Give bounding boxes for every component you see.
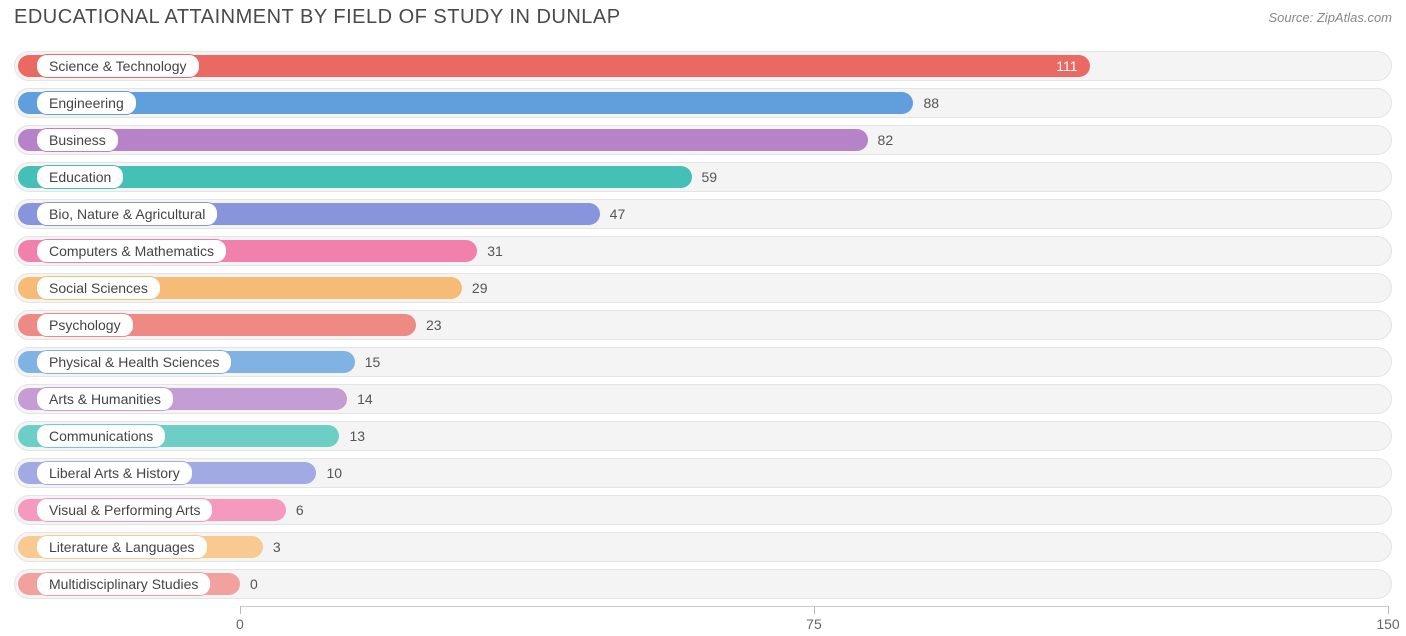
bar-row: Literature & Languages 3 [14,532,1392,562]
chart-area: Science & Technology 111 Engineering 88 Busi… [0,31,1406,636]
bar-row: Science & Technology 111 [14,51,1392,81]
bar-row: Social Sciences 29 [14,273,1392,303]
bar-label: Psychology [36,313,134,337]
bar-value: 111 [1056,58,1077,74]
x-axis: 075150 [14,606,1392,636]
bar-value: 13 [349,428,365,444]
bar-value: 14 [357,391,373,407]
bar-label: Computers & Mathematics [36,239,227,263]
chart-source: Source: ZipAtlas.com [1268,6,1392,25]
bar-label: Communications [36,424,166,448]
bar-value: 82 [878,132,894,148]
bar-value: 0 [250,576,258,592]
axis-tick-label: 0 [236,616,244,632]
bar-value: 88 [923,95,939,111]
bar-label: Visual & Performing Arts [36,498,213,522]
bar [18,92,913,114]
bar-label: Business [36,128,119,152]
axis-tick [1388,606,1389,614]
bar-value: 10 [326,465,342,481]
bar-row: Business 82 [14,125,1392,155]
axis-tick-label: 75 [806,616,822,632]
bar-row: Computers & Mathematics 31 [14,236,1392,266]
bar-label: Engineering [36,91,137,115]
bar [18,129,868,151]
bar-row: Liberal Arts & History 10 [14,458,1392,488]
bar-row: Education 59 [14,162,1392,192]
bar-label: Bio, Nature & Agricultural [36,202,218,226]
chart-title: EDUCATIONAL ATTAINMENT BY FIELD OF STUDY… [14,6,621,29]
chart-plot: Science & Technology 111 Engineering 88 Busi… [14,51,1392,599]
bar-label: Literature & Languages [36,535,208,559]
axis-tick [240,606,241,614]
bar-row: Communications 13 [14,421,1392,451]
bar-value: 23 [426,317,442,333]
bar-value: 3 [273,539,281,555]
chart-header: EDUCATIONAL ATTAINMENT BY FIELD OF STUDY… [0,0,1406,31]
bar-label: Social Sciences [36,276,161,300]
bar-label: Arts & Humanities [36,387,174,411]
bar-value: 15 [365,354,381,370]
bar-label: Science & Technology [36,54,200,78]
bar-row: Multidisciplinary Studies 0 [14,569,1392,599]
bar-value: 6 [296,502,304,518]
bar-value: 29 [472,280,488,296]
bar-row: Visual & Performing Arts 6 [14,495,1392,525]
bar-row: Bio, Nature & Agricultural 47 [14,199,1392,229]
axis-tick-label: 150 [1376,616,1399,632]
bar-row: Physical & Health Sciences 15 [14,347,1392,377]
bar-row: Engineering 88 [14,88,1392,118]
bar-value: 59 [702,169,718,185]
bar-value: 31 [487,243,503,259]
bar-label: Education [36,165,124,189]
bar-label: Liberal Arts & History [36,461,193,485]
bar-row: Psychology 23 [14,310,1392,340]
bar-label: Multidisciplinary Studies [36,572,211,596]
bar-value: 47 [610,206,626,222]
bar-label: Physical & Health Sciences [36,350,232,374]
axis-tick [814,606,815,614]
bar-row: Arts & Humanities 14 [14,384,1392,414]
